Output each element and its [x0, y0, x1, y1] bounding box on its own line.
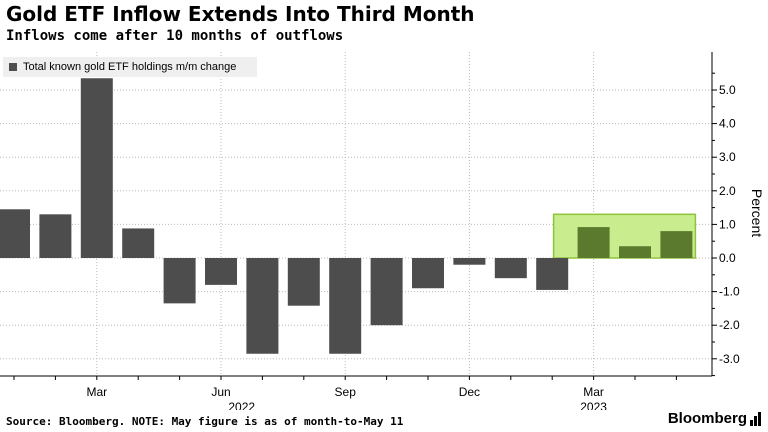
y-axis: -3.0 -2.0 -1.0 0.0 1.0 2.0 3.0 4.0 5.0 Percent — [711, 52, 765, 377]
legend-label: Total known gold ETF holdings m/m change — [23, 61, 237, 73]
x-axis: Mar Jun Sep Dec Mar 2022 2023 — [0, 375, 712, 410]
bar — [287, 258, 320, 306]
bar — [205, 258, 237, 285]
bar — [39, 214, 72, 258]
chart-title: Gold ETF Inflow Extends Into Third Month — [6, 2, 475, 26]
y-axis-label: Percent — [749, 189, 765, 237]
bar — [536, 258, 569, 290]
y-tick-label: -1.0 — [719, 285, 740, 299]
bar — [163, 258, 196, 304]
y-tick-label: 5.0 — [719, 83, 736, 97]
bar — [577, 227, 610, 258]
x-tick-label: Sep — [335, 385, 357, 399]
bar — [619, 246, 651, 258]
y-tick-label: 0.0 — [719, 251, 736, 265]
bars — [0, 78, 693, 354]
x-year-label: 2023 — [580, 400, 607, 410]
bar — [80, 78, 113, 259]
bar — [453, 258, 486, 265]
y-tick-label: 1.0 — [719, 217, 736, 231]
source-note: Source: Bloomberg. NOTE: May figure is a… — [6, 415, 404, 428]
x-tick-label: Mar — [583, 385, 604, 399]
x-tick-label: Jun — [211, 385, 230, 399]
bar-chart: -3.0 -2.0 -1.0 0.0 1.0 2.0 3.0 4.0 5.0 Percent Ma… — [0, 52, 765, 410]
y-tick-label: 2.0 — [719, 184, 736, 198]
y-tick-label: -3.0 — [719, 352, 740, 366]
x-year-label: 2022 — [228, 400, 255, 410]
bar — [370, 258, 403, 326]
y-tick-label: 3.0 — [719, 150, 736, 164]
brand-name: Bloomberg — [667, 410, 747, 427]
x-tick-label: Mar — [86, 385, 107, 399]
bar — [329, 258, 362, 354]
bar — [0, 209, 30, 258]
y-tick-label: 4.0 — [719, 117, 736, 131]
bar — [122, 228, 155, 258]
bar — [660, 231, 693, 258]
bar — [412, 258, 444, 289]
bar — [494, 258, 527, 279]
y-tick-label: -2.0 — [719, 318, 740, 332]
brand-logo: Bloomberg — [668, 410, 762, 427]
bar — [246, 258, 279, 354]
x-tick-label: Dec — [459, 385, 480, 399]
chart-subtitle: Inflows come after 10 months of outflows — [6, 28, 344, 44]
bloomberg-mark-icon — [750, 411, 762, 426]
legend: Total known gold ETF holdings m/m change — [3, 57, 257, 77]
legend-swatch — [9, 63, 17, 71]
